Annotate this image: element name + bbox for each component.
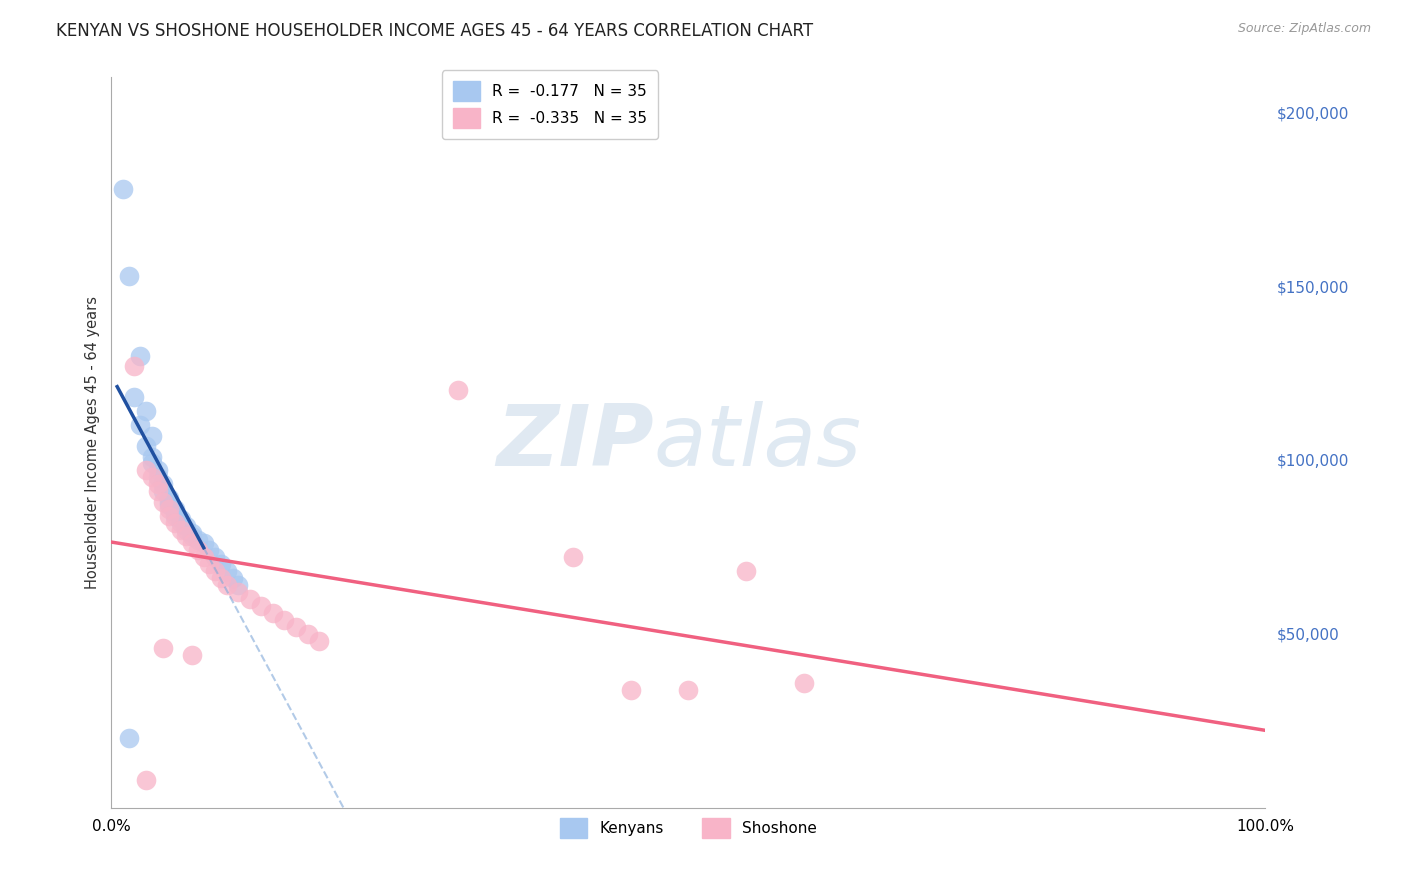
- Point: [141, 457, 163, 471]
- Point: [141, 470, 163, 484]
- Point: [204, 564, 226, 578]
- Point: [129, 418, 152, 433]
- Point: [250, 599, 273, 613]
- Point: [163, 505, 186, 519]
- Point: [181, 648, 204, 662]
- Point: [239, 592, 262, 607]
- Point: [141, 450, 163, 464]
- Point: [198, 558, 221, 572]
- Point: [204, 550, 226, 565]
- Point: [129, 349, 152, 363]
- Text: Source: ZipAtlas.com: Source: ZipAtlas.com: [1237, 22, 1371, 36]
- Point: [228, 578, 250, 592]
- Point: [169, 512, 191, 526]
- Point: [308, 633, 330, 648]
- Point: [135, 463, 157, 477]
- Point: [157, 501, 180, 516]
- Point: [297, 627, 319, 641]
- Point: [118, 268, 141, 283]
- Point: [146, 463, 169, 477]
- Point: [198, 543, 221, 558]
- Point: [135, 439, 157, 453]
- Point: [562, 550, 585, 565]
- Point: [169, 523, 191, 537]
- Point: [157, 498, 180, 512]
- Point: [111, 182, 134, 196]
- Point: [735, 564, 758, 578]
- Point: [262, 606, 284, 620]
- Point: [181, 526, 204, 541]
- Point: [152, 477, 174, 491]
- Point: [193, 550, 215, 565]
- Point: [273, 613, 295, 627]
- Point: [146, 484, 169, 499]
- Point: [181, 536, 204, 550]
- Point: [152, 494, 174, 508]
- Point: [793, 675, 815, 690]
- Point: [163, 501, 186, 516]
- Y-axis label: Householder Income Ages 45 - 64 years: Householder Income Ages 45 - 64 years: [86, 296, 100, 589]
- Text: KENYAN VS SHOSHONE HOUSEHOLDER INCOME AGES 45 - 64 YEARS CORRELATION CHART: KENYAN VS SHOSHONE HOUSEHOLDER INCOME AG…: [56, 22, 813, 40]
- Point: [209, 571, 232, 585]
- Point: [135, 772, 157, 787]
- Point: [146, 470, 169, 484]
- Point: [176, 529, 198, 543]
- Point: [187, 543, 209, 558]
- Point: [620, 682, 643, 697]
- Point: [215, 578, 238, 592]
- Point: [169, 516, 191, 530]
- Point: [124, 359, 146, 373]
- Point: [193, 536, 215, 550]
- Point: [135, 404, 157, 418]
- Legend: Kenyans, Shoshone: Kenyans, Shoshone: [554, 812, 823, 844]
- Point: [176, 523, 198, 537]
- Point: [176, 519, 198, 533]
- Point: [181, 529, 204, 543]
- Point: [209, 558, 232, 572]
- Point: [157, 508, 180, 523]
- Point: [141, 428, 163, 442]
- Point: [157, 491, 180, 506]
- Point: [678, 682, 700, 697]
- Point: [124, 390, 146, 404]
- Point: [163, 508, 186, 523]
- Point: [146, 477, 169, 491]
- Text: atlas: atlas: [654, 401, 862, 484]
- Point: [163, 516, 186, 530]
- Point: [215, 564, 238, 578]
- Point: [285, 620, 308, 634]
- Point: [118, 731, 141, 746]
- Point: [187, 533, 209, 547]
- Point: [446, 384, 468, 398]
- Point: [228, 585, 250, 599]
- Point: [157, 494, 180, 508]
- Point: [221, 571, 243, 585]
- Text: ZIP: ZIP: [496, 401, 654, 484]
- Point: [152, 484, 174, 499]
- Point: [152, 640, 174, 655]
